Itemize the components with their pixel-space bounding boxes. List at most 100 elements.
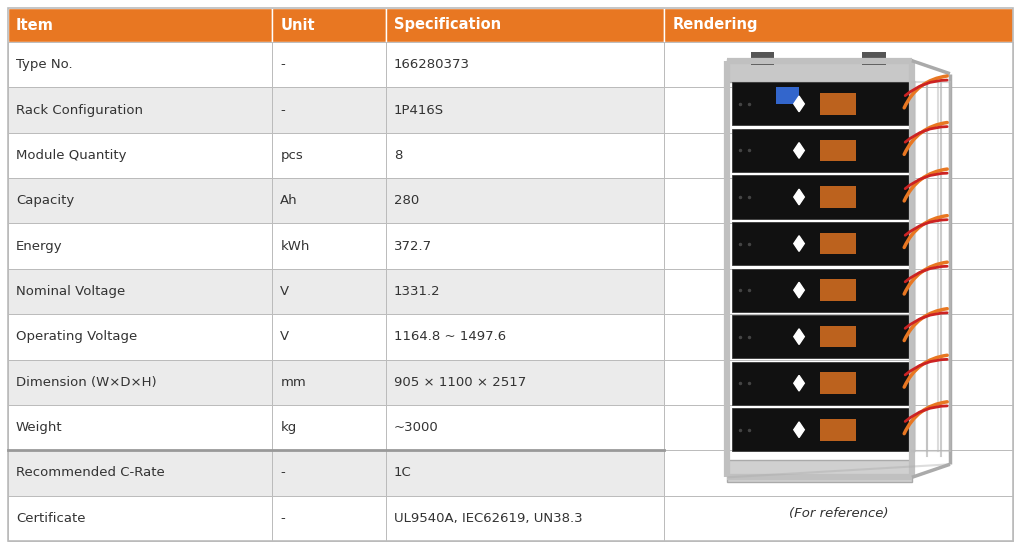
Text: Type No.: Type No. (16, 58, 72, 71)
Bar (8, 8, 273, 42)
Polygon shape (793, 282, 805, 298)
Bar (386, 405, 665, 450)
Text: 1C: 1C (394, 467, 411, 479)
Text: 8: 8 (394, 149, 402, 162)
Bar (665, 450, 1013, 496)
Bar (820, 186, 856, 208)
Bar (727, 460, 912, 481)
Bar (273, 87, 386, 133)
Text: 166280373: 166280373 (394, 58, 470, 71)
Text: 1331.2: 1331.2 (394, 285, 440, 298)
Bar (732, 222, 909, 265)
Bar (386, 87, 665, 133)
Bar (8, 42, 273, 87)
Text: 905 × 1100 × 2517: 905 × 1100 × 2517 (394, 376, 526, 389)
Bar (386, 314, 665, 360)
Bar (8, 178, 273, 223)
Bar (727, 59, 912, 82)
Bar (273, 450, 386, 496)
Bar (862, 52, 885, 65)
Bar (8, 87, 273, 133)
Polygon shape (793, 236, 805, 251)
Bar (273, 314, 386, 360)
Bar (273, 133, 386, 178)
Bar (820, 419, 856, 440)
Bar (386, 178, 665, 223)
Bar (8, 314, 273, 360)
Bar (732, 315, 909, 358)
Text: Module Quantity: Module Quantity (16, 149, 127, 162)
Bar (273, 269, 386, 314)
Bar (750, 52, 774, 65)
Bar (386, 360, 665, 405)
Text: Item: Item (16, 18, 54, 32)
Bar (273, 223, 386, 269)
Text: kg: kg (281, 421, 296, 434)
Text: Certificate: Certificate (16, 512, 86, 525)
Text: pcs: pcs (281, 149, 303, 162)
Bar (665, 223, 1013, 269)
Polygon shape (793, 96, 805, 112)
Text: -: - (281, 104, 285, 116)
Polygon shape (793, 329, 805, 344)
Bar (386, 269, 665, 314)
Bar (8, 133, 273, 178)
Text: Nominal Voltage: Nominal Voltage (16, 285, 126, 298)
Bar (386, 223, 665, 269)
Bar (820, 233, 856, 254)
Bar (8, 360, 273, 405)
Bar (273, 8, 386, 42)
Bar (386, 8, 665, 42)
Text: Rack Configuration: Rack Configuration (16, 104, 143, 116)
Text: ~3000: ~3000 (394, 421, 439, 434)
Text: Capacity: Capacity (16, 194, 75, 208)
Bar (665, 269, 1013, 314)
Bar (665, 405, 1013, 450)
Text: 1P416S: 1P416S (394, 104, 444, 116)
Text: -: - (281, 512, 285, 525)
Bar (820, 372, 856, 394)
Bar (732, 408, 909, 451)
Bar (665, 87, 1013, 133)
Text: Energy: Energy (16, 239, 62, 253)
Bar (665, 496, 1013, 541)
Text: Rendering: Rendering (672, 18, 758, 32)
Text: Weight: Weight (16, 421, 62, 434)
Polygon shape (793, 143, 805, 158)
Text: 1164.8 ~ 1497.6: 1164.8 ~ 1497.6 (394, 330, 506, 343)
Bar (732, 362, 909, 405)
Bar (665, 314, 1013, 360)
Bar (273, 42, 386, 87)
Text: V: V (281, 330, 289, 343)
Bar (8, 450, 273, 496)
Polygon shape (793, 376, 805, 391)
Bar (732, 82, 909, 126)
Bar (665, 42, 1013, 87)
Text: Specification: Specification (394, 18, 501, 32)
Bar (386, 496, 665, 541)
Bar (776, 87, 799, 104)
Bar (273, 496, 386, 541)
Text: kWh: kWh (281, 239, 309, 253)
Text: -: - (281, 467, 285, 479)
Bar (8, 223, 273, 269)
Text: Operating Voltage: Operating Voltage (16, 330, 137, 343)
Bar (8, 405, 273, 450)
Bar (273, 405, 386, 450)
Bar (8, 269, 273, 314)
Bar (665, 178, 1013, 223)
Bar (820, 139, 856, 161)
Bar (273, 178, 386, 223)
Bar (820, 279, 856, 301)
Bar (386, 42, 665, 87)
Bar (386, 133, 665, 178)
Bar (386, 450, 665, 496)
Bar (273, 360, 386, 405)
Bar (732, 129, 909, 172)
Text: Dimension (W×D×H): Dimension (W×D×H) (16, 376, 156, 389)
Text: (For reference): (For reference) (789, 507, 888, 519)
Polygon shape (793, 422, 805, 438)
Bar (665, 360, 1013, 405)
Text: Ah: Ah (281, 194, 298, 208)
Text: 280: 280 (394, 194, 420, 208)
